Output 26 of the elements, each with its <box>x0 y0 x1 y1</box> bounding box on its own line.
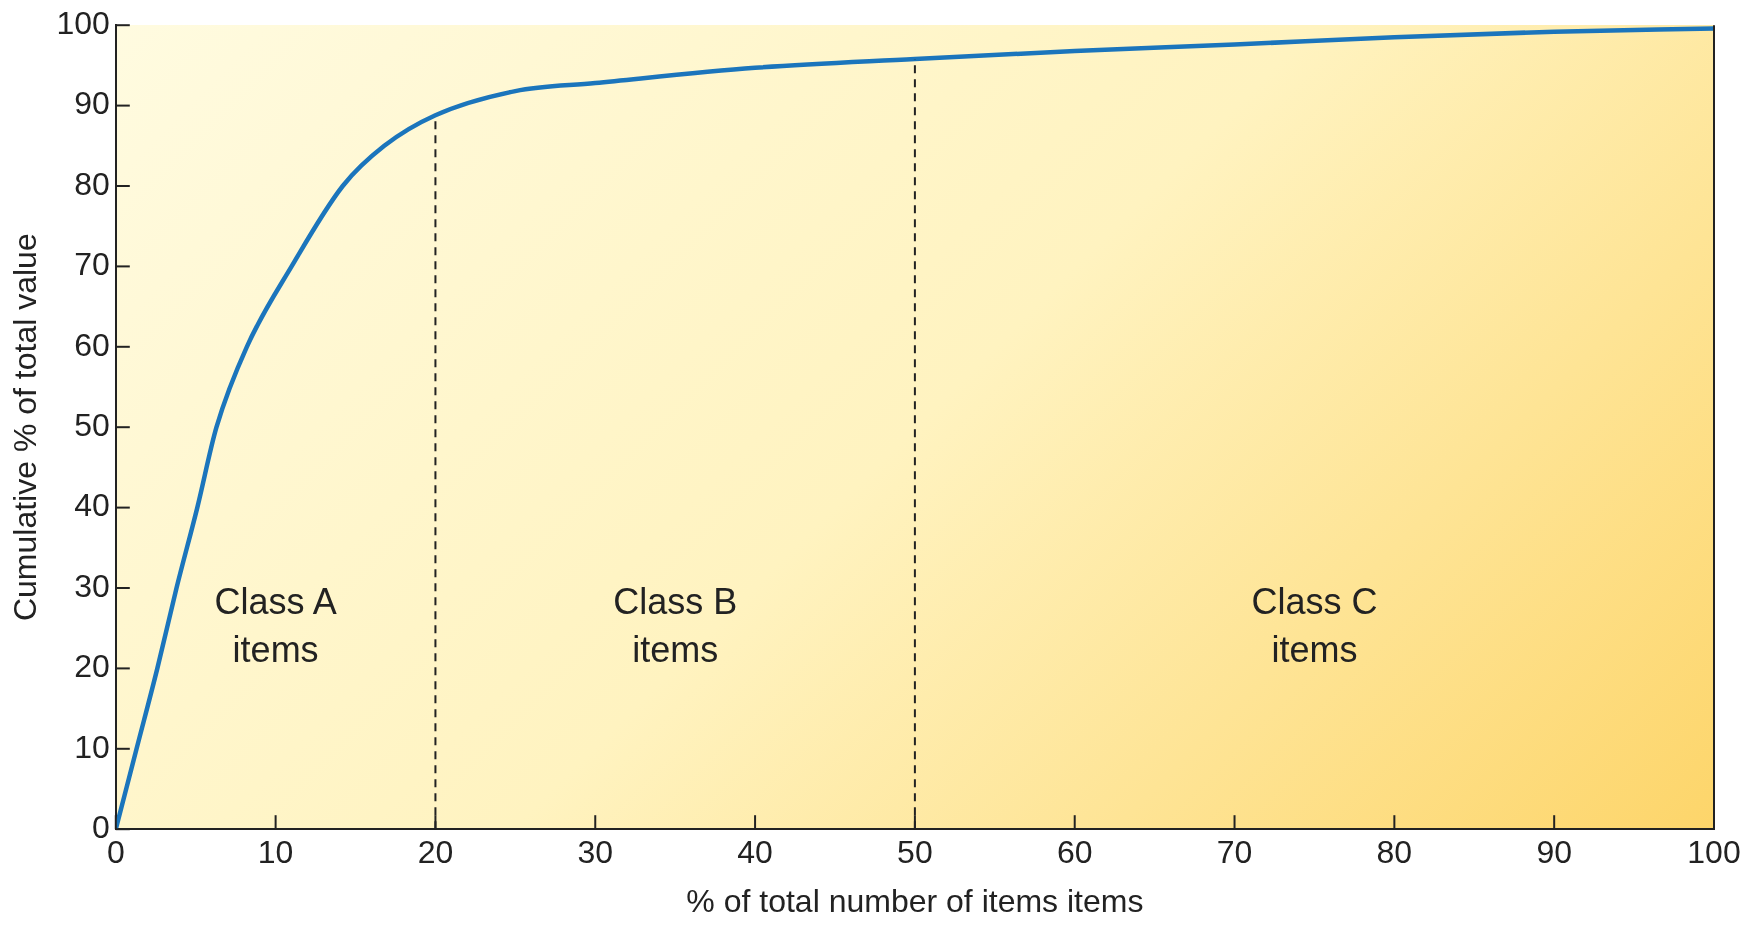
x-tick-label: 30 <box>577 834 614 871</box>
y-tick-label: 20 <box>74 648 110 685</box>
x-tick-label: 50 <box>897 834 933 871</box>
y-tick-label: 100 <box>56 5 110 42</box>
x-tick-label: 10 <box>257 834 294 871</box>
x-tick-label: 60 <box>1056 834 1093 871</box>
y-tick-label: 70 <box>74 246 110 283</box>
y-tick-label: 40 <box>74 487 110 524</box>
x-tick-label: 90 <box>1536 834 1572 871</box>
x-tick-label: 20 <box>417 834 454 871</box>
y-tick-label: 30 <box>74 567 110 604</box>
y-tick-label: 10 <box>74 728 110 765</box>
y-axis-title: Cumulative % of total value <box>7 233 44 622</box>
y-tick-label: 0 <box>91 809 110 846</box>
y-tick-label: 50 <box>74 407 110 444</box>
x-tick-label: 100 <box>1687 834 1741 871</box>
annotation: Class B items <box>613 581 738 670</box>
y-tick-label: 80 <box>74 165 110 202</box>
x-axis-title: % of total number of items items <box>686 882 1144 919</box>
x-tick-label: 80 <box>1376 834 1413 871</box>
x-tick-label: 40 <box>737 834 773 871</box>
y-tick-label: 60 <box>74 326 110 363</box>
annotation: Class C items <box>1251 581 1378 670</box>
y-tick-label: 90 <box>74 85 110 122</box>
x-tick-label: 70 <box>1216 834 1253 871</box>
annotation: Class A items <box>214 581 337 670</box>
